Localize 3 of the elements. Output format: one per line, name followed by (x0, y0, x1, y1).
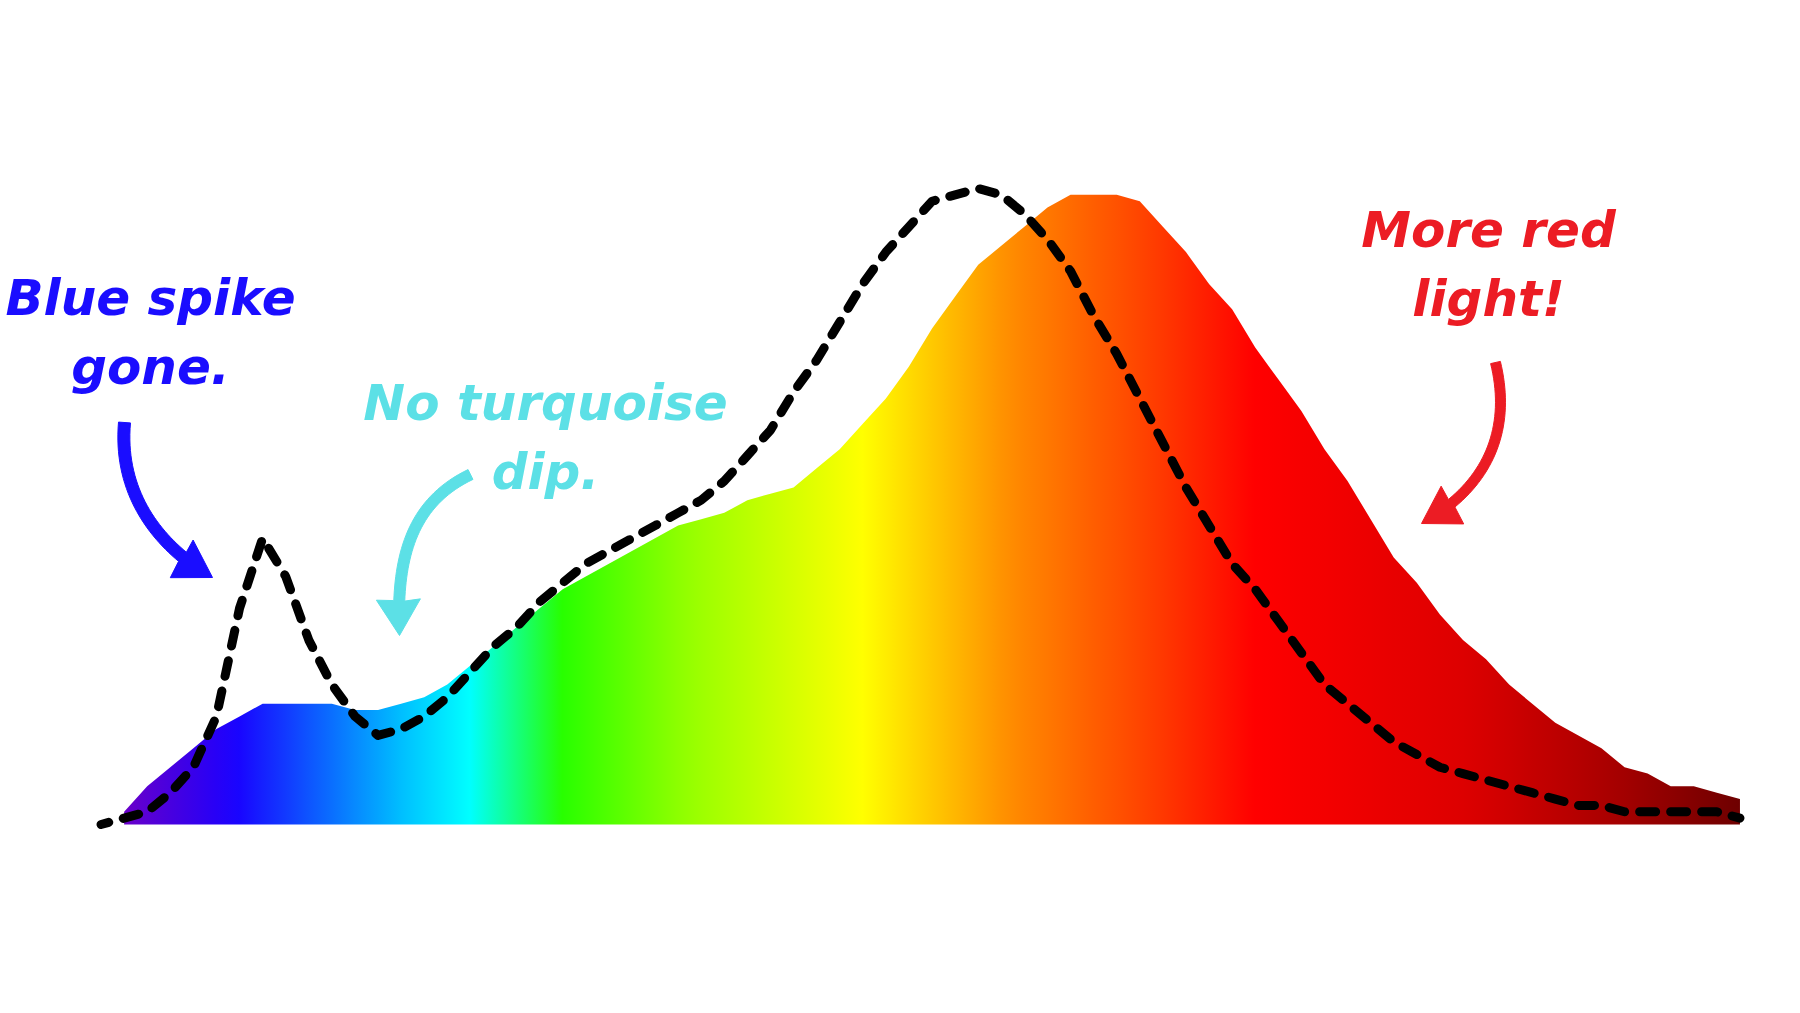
annotation: Blue spike gone. (5, 268, 296, 397)
annotation: No turquoise dip. (363, 373, 728, 502)
annotation: More red light! (1361, 200, 1617, 329)
